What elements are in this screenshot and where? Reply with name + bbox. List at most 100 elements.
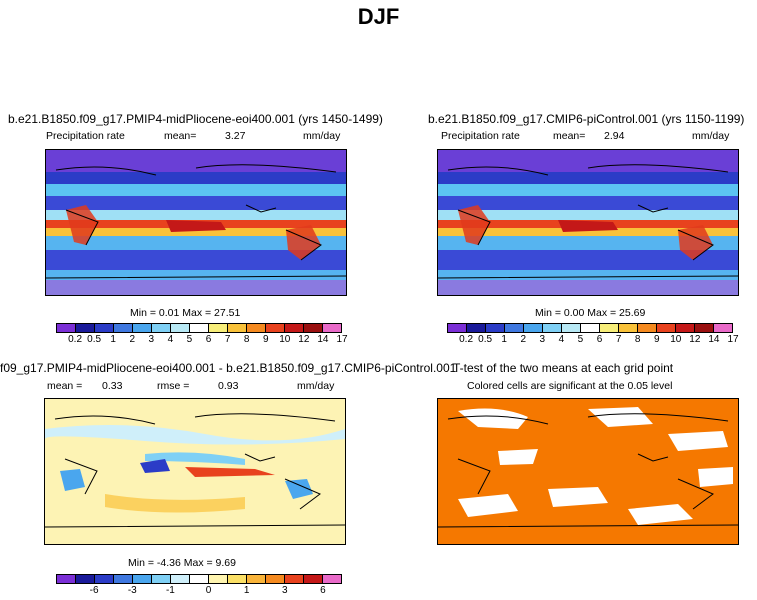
colorbar-swatch	[581, 324, 600, 332]
panel3-mean-value: 0.33	[102, 380, 123, 392]
colorbar-label: 6	[596, 334, 603, 345]
colorbar-swatch	[524, 324, 543, 332]
colorbar-label: 0.5	[87, 334, 102, 345]
panel4-subtitle: Colored cells are significant at the 0.0…	[467, 380, 673, 392]
colorbar-swatch	[133, 324, 152, 332]
colorbar-label: 17	[727, 334, 739, 345]
panel4-title: T-test of the two means at each grid poi…	[453, 361, 674, 375]
colorbar-label: 10	[279, 334, 291, 345]
colorbar-label: 6	[205, 334, 212, 345]
panel1-mean-value: 3.27	[225, 130, 246, 142]
colorbar-swatch	[114, 324, 133, 332]
panel1-map-svg	[45, 150, 347, 295]
panel3-rmse-value: 0.93	[218, 380, 239, 392]
colorbar-swatch	[304, 575, 323, 583]
colorbar-swatch	[57, 324, 76, 332]
colorbar-swatch	[152, 324, 171, 332]
colorbar-label: 12	[689, 334, 701, 345]
colorbar-swatch	[266, 324, 285, 332]
colorbar-label: 3	[282, 585, 288, 596]
panel2-variable: Precipitation rate	[441, 130, 520, 142]
panel1-units: mm/day	[303, 130, 341, 142]
panel2-mean-value: 2.94	[604, 130, 625, 142]
colorbar-swatch	[714, 324, 732, 332]
colorbar-swatch	[228, 575, 247, 583]
colorbar-label: 12	[298, 334, 310, 345]
colorbar-swatch	[209, 575, 228, 583]
panel2-units: mm/day	[692, 130, 730, 142]
colorbar-swatch	[95, 575, 114, 583]
panel3-units: mm/day	[297, 380, 335, 392]
colorbar-label: -3	[127, 585, 137, 596]
colorbar-swatch	[76, 575, 95, 583]
colorbar-swatch	[562, 324, 581, 332]
colorbar-label: 9	[262, 334, 269, 345]
colorbar-swatch	[209, 324, 228, 332]
panel2-map-svg	[437, 150, 739, 295]
colorbar-label: 8	[634, 334, 641, 345]
colorbar-swatch	[695, 324, 714, 332]
colorbar-swatch	[323, 324, 341, 332]
colorbar-label: 0.5	[478, 334, 493, 345]
colorbar-label: 0.2	[459, 334, 474, 345]
panel1-precip-map	[45, 149, 347, 296]
colorbar-label: 4	[167, 334, 174, 345]
colorbar-swatch	[619, 324, 638, 332]
panel3-mean-label: mean =	[47, 380, 83, 392]
colorbar-label: 7	[224, 334, 231, 345]
colorbar-label: 3	[539, 334, 546, 345]
colorbar-label: -6	[89, 585, 99, 596]
panel2-precip-map	[437, 149, 739, 296]
panel3-map-svg	[44, 399, 346, 544]
panel3-minmax: Min = -4.36 Max = 9.69	[128, 557, 236, 569]
colorbar-swatch	[133, 575, 152, 583]
colorbar-swatch	[76, 324, 95, 332]
colorbar-swatch	[304, 324, 323, 332]
colorbar-label: 1	[243, 585, 250, 596]
panel1-colorbar	[56, 323, 342, 333]
panel1-variable: Precipitation rate	[46, 130, 125, 142]
colorbar-label: 0	[205, 585, 212, 596]
colorbar-swatch	[600, 324, 619, 332]
panel2-case-title: b.e21.B1850.f09_g17.CMIP6-piControl.001 …	[428, 112, 745, 126]
colorbar-swatch	[152, 575, 171, 583]
panel2-mean-label: mean=	[553, 130, 586, 142]
colorbar-label: 14	[317, 334, 329, 345]
colorbar-swatch	[247, 575, 266, 583]
panel2-minmax: Min = 0.00 Max = 25.69	[535, 307, 646, 319]
colorbar-swatch	[171, 575, 190, 583]
colorbar-swatch	[638, 324, 657, 332]
colorbar-label: 14	[708, 334, 720, 345]
colorbar-label: 4	[558, 334, 565, 345]
colorbar-label: 5	[577, 334, 584, 345]
colorbar-swatch	[190, 324, 209, 332]
panel1-minmax: Min = 0.01 Max = 27.51	[130, 307, 241, 319]
colorbar-swatch	[448, 324, 467, 332]
colorbar-swatch	[657, 324, 676, 332]
panel3-difference-map	[44, 398, 346, 545]
figure-title: DJF	[357, 4, 400, 29]
colorbar-label: 8	[243, 334, 250, 345]
panel1-mean-label: mean=	[164, 130, 197, 142]
colorbar-label: -1	[165, 585, 175, 596]
panel3-colorbar	[56, 574, 342, 584]
colorbar-swatch	[171, 324, 190, 332]
colorbar-label: 0.2	[68, 334, 83, 345]
colorbar-label: 1	[110, 334, 116, 345]
colorbar-swatch	[676, 324, 695, 332]
colorbar-label: 2	[520, 334, 527, 345]
colorbar-label: 9	[653, 334, 660, 345]
colorbar-swatch	[505, 324, 524, 332]
colorbar-swatch	[95, 324, 114, 332]
colorbar-swatch	[486, 324, 505, 332]
colorbar-swatch	[57, 575, 76, 583]
panel4-map-svg	[437, 399, 739, 544]
colorbar-swatch	[114, 575, 133, 583]
colorbar-swatch	[323, 575, 341, 583]
colorbar-swatch	[543, 324, 562, 332]
colorbar-swatch	[266, 575, 285, 583]
colorbar-swatch	[285, 575, 304, 583]
panel4-ttest-map	[437, 398, 739, 545]
colorbar-swatch	[285, 324, 304, 332]
colorbar-label: 6	[320, 585, 326, 596]
